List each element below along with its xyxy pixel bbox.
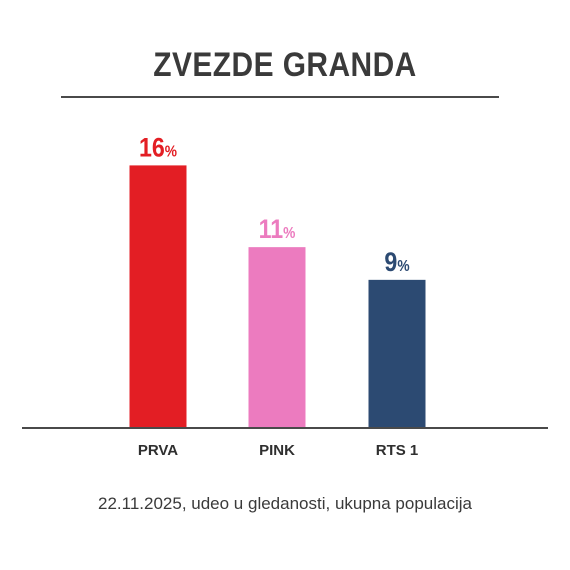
footnote: 22.11.2025, udeo u gledanosti, ukupna po… — [98, 494, 472, 513]
category-label-prva: PRVA — [138, 442, 178, 459]
value-unit: % — [283, 224, 295, 242]
value-label-pink: 11% — [259, 215, 296, 245]
value-unit: % — [397, 257, 409, 275]
value-number: 11 — [259, 215, 284, 245]
labels-layer: 16% PRVA 11% PINK 9% RTS 1 — [138, 133, 418, 459]
category-label-rts-1: RTS 1 — [376, 442, 419, 459]
value-unit: % — [165, 142, 177, 160]
chart-title: ZVEZDE GRANDA — [153, 46, 417, 84]
value-label-prva: 16% — [139, 133, 177, 163]
bars-layer — [129, 165, 426, 427]
bar-prva — [129, 165, 187, 427]
value-number: 9 — [384, 247, 397, 277]
category-label-pink: PINK — [259, 442, 295, 459]
bar-pink — [248, 247, 306, 427]
value-label-rts-1: 9% — [384, 247, 409, 277]
value-number: 16 — [139, 133, 165, 163]
title-divider — [61, 96, 499, 98]
bar-rts-1 — [368, 279, 426, 427]
